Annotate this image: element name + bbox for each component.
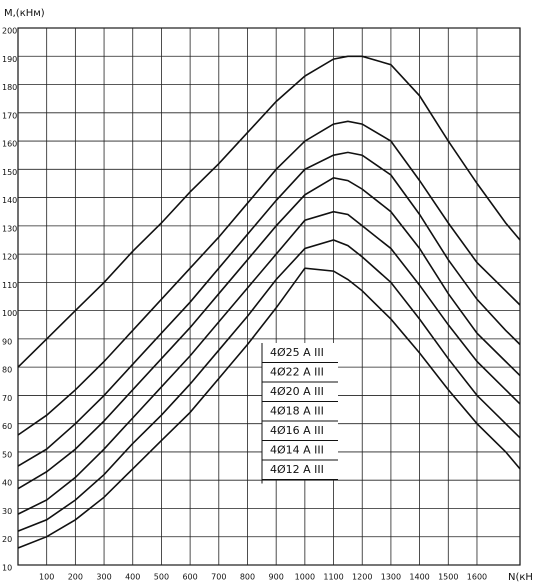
legend-entry: 4Ø12 A III <box>270 463 324 476</box>
curve <box>17 239 521 532</box>
x-tick-label: 600 <box>182 573 197 582</box>
curve <box>17 176 521 490</box>
y-tick-label: 120 <box>2 253 17 262</box>
y-tick-label: 50 <box>2 450 12 459</box>
x-axis-label: N(кН) <box>508 572 533 583</box>
y-tick-label: 100 <box>2 309 17 318</box>
curve <box>17 267 521 549</box>
y-tick-label: 30 <box>2 507 12 516</box>
y-tick-label: 150 <box>2 168 17 177</box>
y-tick-label: 90 <box>2 337 12 346</box>
y-tick-label: 200 <box>2 27 17 36</box>
x-tick-label: 200 <box>68 573 83 582</box>
y-tick-label: 110 <box>2 281 17 290</box>
y-axis-label: M,(кНм) <box>4 8 45 19</box>
x-tick-label: 1100 <box>323 573 343 582</box>
y-tick-label: 180 <box>2 83 17 92</box>
legend-bg <box>262 343 338 480</box>
y-tick-label: 60 <box>2 422 12 431</box>
legend-entry: 4Ø25 A III <box>270 346 324 359</box>
x-tick-label: 400 <box>125 573 140 582</box>
x-tick-label: 1500 <box>438 573 458 582</box>
curve <box>17 120 521 436</box>
x-tick-label: 700 <box>211 573 226 582</box>
x-tick-label: 900 <box>269 573 284 582</box>
legend-entry: 4Ø16 A III <box>270 424 324 437</box>
x-tick-label: 100 <box>39 573 54 582</box>
y-tick-label: 130 <box>2 224 17 233</box>
legend-entry: 4Ø22 A III <box>270 365 324 378</box>
y-tick-label: 20 <box>2 535 12 544</box>
legend-entry: 4Ø20 A III <box>270 385 324 398</box>
x-tick-label: 1600 <box>467 573 487 582</box>
x-tick-label: 1300 <box>381 573 401 582</box>
curve <box>17 55 521 368</box>
y-tick-label: 80 <box>2 366 12 375</box>
y-tick-label: 70 <box>2 394 12 403</box>
y-tick-label: 140 <box>2 196 17 205</box>
y-tick-label: 160 <box>2 140 17 149</box>
x-tick-label: 300 <box>96 573 111 582</box>
x-tick-label: 800 <box>240 573 255 582</box>
x-tick-label: 1400 <box>409 573 429 582</box>
y-tick-label: 190 <box>2 55 17 64</box>
x-tick-label: 1200 <box>352 573 372 582</box>
y-tick-label: 40 <box>2 479 12 488</box>
y-tick-label: 10 <box>2 564 12 573</box>
x-tick-label: 500 <box>154 573 169 582</box>
y-tick-label: 170 <box>2 111 17 120</box>
curve <box>17 210 521 515</box>
legend-entry: 4Ø18 A III <box>270 404 324 417</box>
legend-entry: 4Ø14 A III <box>270 443 324 456</box>
x-tick-label: 1000 <box>295 573 315 582</box>
curve <box>17 151 521 467</box>
